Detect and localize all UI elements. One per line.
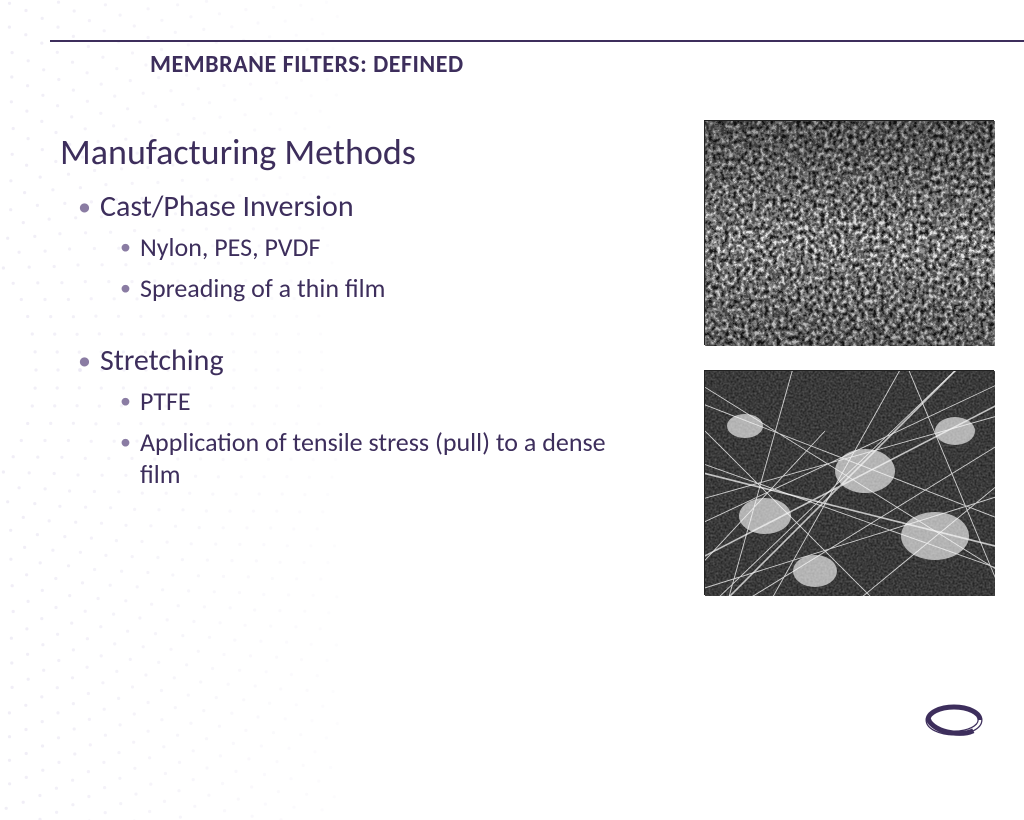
bullet-lvl2: Spreading of a thin film xyxy=(140,272,620,305)
bullet-lvl1: Stretching xyxy=(100,342,660,379)
bullet-lvl2: Nylon, PES, PVDF xyxy=(140,231,620,264)
brand-logo-icon xyxy=(924,702,984,738)
section-heading: Manufacturing Methods xyxy=(60,130,660,174)
content-body: Manufacturing Methods Cast/Phase Inversi… xyxy=(60,130,660,499)
image-column xyxy=(704,120,994,620)
sem-image-ptfe xyxy=(704,370,994,595)
slide-title: MEMBRANE FILTERS: DEFINED xyxy=(150,50,464,79)
title-rule xyxy=(50,40,1024,42)
sem-image-cast xyxy=(704,120,994,345)
bullet-lvl2: Application of tensile stress (pull) to … xyxy=(140,426,620,491)
bullet-lvl2: PTFE xyxy=(140,385,620,418)
bullet-lvl1: Cast/Phase Inversion xyxy=(100,188,660,225)
